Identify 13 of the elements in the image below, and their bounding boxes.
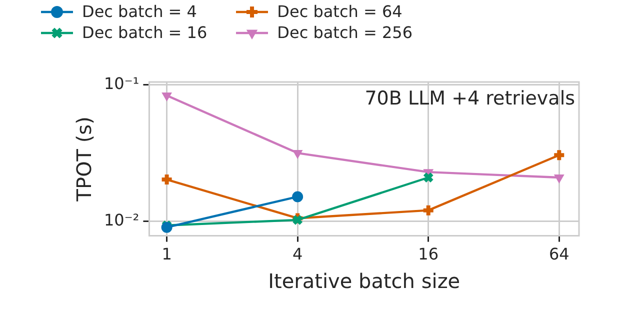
x-tick-label: 1 bbox=[162, 244, 172, 264]
y-axis-title: TPOT (s) bbox=[72, 116, 96, 202]
x-tick-label: 4 bbox=[292, 244, 303, 264]
y-tick-label: 10⁻¹ bbox=[104, 74, 140, 94]
x-tick-label: 16 bbox=[418, 244, 439, 264]
annotation: 70B LLM +4 retrievals bbox=[364, 87, 575, 110]
legend-label: Dec batch = 16 bbox=[82, 23, 208, 42]
y-tick-label: 10⁻² bbox=[104, 210, 140, 230]
legend-label: Dec batch = 64 bbox=[277, 2, 402, 21]
x-tick-label: 64 bbox=[548, 244, 570, 264]
legend-label: Dec batch = 4 bbox=[82, 2, 197, 21]
x-axis-title: Iterative batch size bbox=[268, 269, 460, 294]
legend-label: Dec batch = 256 bbox=[277, 23, 412, 42]
